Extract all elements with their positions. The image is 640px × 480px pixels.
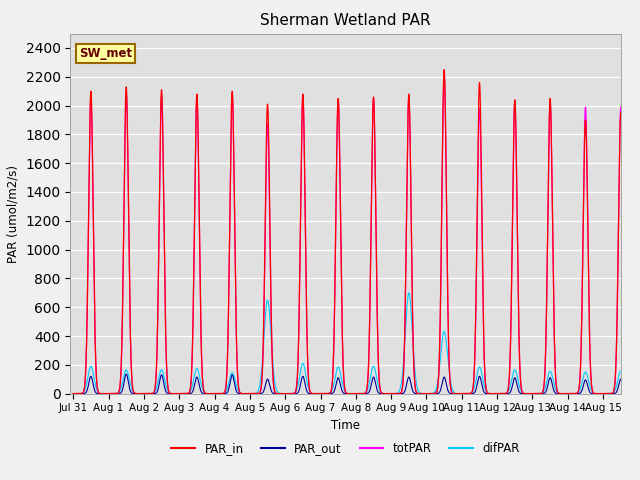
PAR_out	[419, 391, 427, 396]
Line: totPAR: totPAR	[73, 77, 621, 394]
PAR_out	[69, 391, 77, 396]
Line: difPAR: difPAR	[73, 293, 621, 394]
difPAR	[249, 391, 257, 396]
PAR_in	[440, 67, 448, 72]
difPAR	[433, 383, 441, 389]
difPAR	[419, 391, 427, 396]
PAR_out	[617, 376, 625, 382]
PAR_in	[69, 391, 77, 396]
difPAR	[216, 391, 224, 396]
PAR_out	[249, 391, 257, 396]
totPAR	[419, 391, 427, 396]
totPAR	[216, 391, 224, 396]
Line: PAR_out: PAR_out	[73, 374, 621, 394]
PAR_in	[599, 391, 607, 396]
Line: PAR_in: PAR_in	[73, 70, 621, 394]
Legend: PAR_in, PAR_out, totPAR, difPAR: PAR_in, PAR_out, totPAR, difPAR	[166, 437, 525, 460]
Y-axis label: PAR (umol/m2/s): PAR (umol/m2/s)	[7, 165, 20, 263]
difPAR	[69, 391, 77, 396]
PAR_out	[122, 372, 130, 377]
PAR_in	[234, 365, 241, 371]
Title: Sherman Wetland PAR: Sherman Wetland PAR	[260, 13, 431, 28]
Text: SW_met: SW_met	[79, 47, 132, 60]
difPAR	[588, 388, 595, 394]
PAR_in	[216, 391, 224, 396]
PAR_in	[419, 391, 427, 396]
PAR_in	[433, 389, 441, 395]
totPAR	[440, 74, 448, 80]
totPAR	[588, 381, 595, 386]
PAR_in	[617, 110, 625, 116]
PAR_out	[599, 391, 607, 396]
totPAR	[617, 104, 625, 110]
difPAR	[234, 386, 241, 392]
X-axis label: Time: Time	[331, 419, 360, 432]
difPAR	[405, 290, 413, 296]
totPAR	[69, 391, 77, 396]
totPAR	[433, 389, 441, 395]
PAR_in	[588, 381, 595, 386]
PAR_out	[588, 391, 595, 396]
PAR_out	[234, 390, 241, 396]
totPAR	[249, 391, 257, 396]
PAR_out	[433, 391, 441, 396]
PAR_out	[216, 391, 224, 396]
difPAR	[211, 391, 218, 396]
totPAR	[246, 391, 253, 396]
difPAR	[617, 369, 625, 374]
totPAR	[234, 365, 241, 371]
PAR_in	[249, 391, 257, 396]
